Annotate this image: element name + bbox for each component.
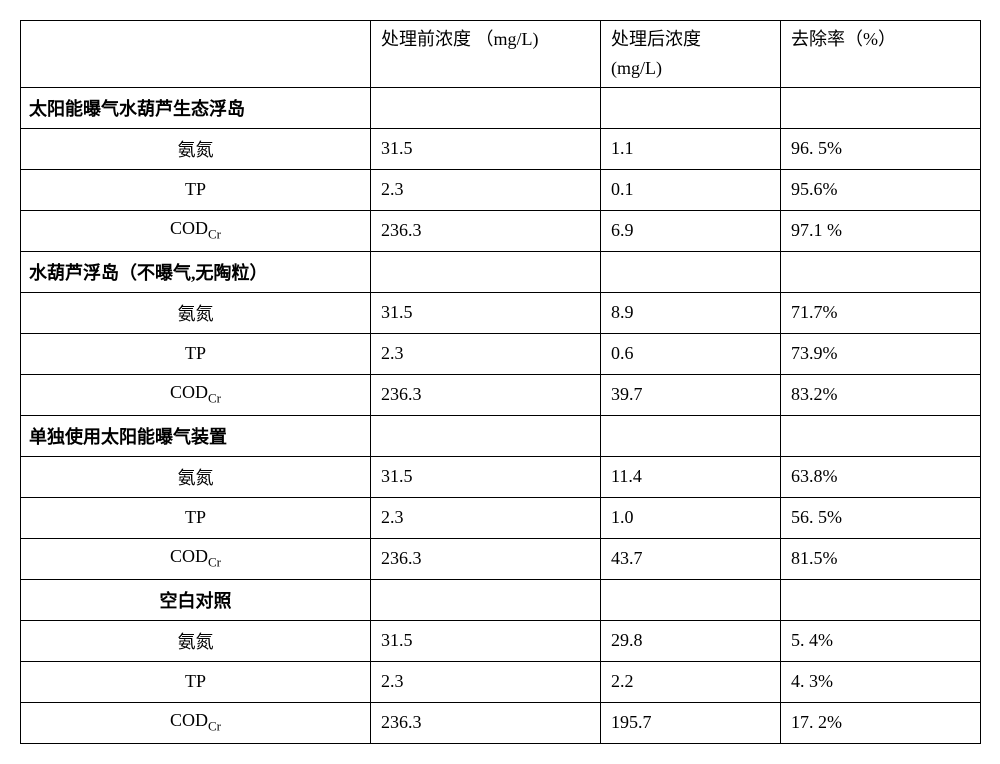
before-cell: 236.3: [371, 374, 601, 415]
header-rate: 去除率（%）: [781, 21, 981, 88]
after-cell: 195.7: [601, 702, 781, 743]
after-cell: 29.8: [601, 620, 781, 661]
before-cell: 236.3: [371, 538, 601, 579]
before-cell: 236.3: [371, 702, 601, 743]
table-row: TP2.30.195.6%: [21, 169, 981, 210]
section-header-row: 空白对照: [21, 579, 981, 620]
param-cell: 氨氮: [21, 620, 371, 661]
empty-cell: [601, 251, 781, 292]
empty-cell: [601, 87, 781, 128]
before-cell: 2.3: [371, 661, 601, 702]
after-cell: 8.9: [601, 292, 781, 333]
empty-cell: [371, 579, 601, 620]
before-cell: 31.5: [371, 292, 601, 333]
after-cell: 11.4: [601, 456, 781, 497]
after-cell: 2.2: [601, 661, 781, 702]
rate-cell: 83.2%: [781, 374, 981, 415]
table-row: 氨氮31.51.196. 5%: [21, 128, 981, 169]
header-before: 处理前浓度 （mg/L): [371, 21, 601, 88]
table-row: CODCr236.339.783.2%: [21, 374, 981, 415]
before-cell: 31.5: [371, 620, 601, 661]
param-cell: CODCr: [21, 538, 371, 579]
after-cell: 1.1: [601, 128, 781, 169]
before-cell: 31.5: [371, 128, 601, 169]
before-cell: 2.3: [371, 169, 601, 210]
rate-cell: 56. 5%: [781, 497, 981, 538]
empty-cell: [371, 251, 601, 292]
after-cell: 43.7: [601, 538, 781, 579]
empty-cell: [371, 415, 601, 456]
section-header-row: 水葫芦浮岛（不曝气,无陶粒）: [21, 251, 981, 292]
after-cell: 39.7: [601, 374, 781, 415]
param-cell: 氨氮: [21, 128, 371, 169]
param-cell: 氨氮: [21, 456, 371, 497]
header-param: [21, 21, 371, 88]
empty-cell: [781, 87, 981, 128]
param-cell: TP: [21, 497, 371, 538]
section-title: 空白对照: [21, 579, 371, 620]
param-cell: CODCr: [21, 374, 371, 415]
after-cell: 6.9: [601, 210, 781, 251]
empty-cell: [601, 415, 781, 456]
param-cell: TP: [21, 333, 371, 374]
table-row: 氨氮31.58.971.7%: [21, 292, 981, 333]
table-row: TP2.31.056. 5%: [21, 497, 981, 538]
section-title: 太阳能曝气水葫芦生态浮岛: [21, 87, 371, 128]
section-header-row: 单独使用太阳能曝气装置: [21, 415, 981, 456]
header-after-line1: 处理后浓度: [611, 29, 701, 49]
rate-cell: 73.9%: [781, 333, 981, 374]
table-row: TP2.30.673.9%: [21, 333, 981, 374]
table-row: CODCr236.36.997.1 %: [21, 210, 981, 251]
after-cell: 1.0: [601, 497, 781, 538]
table-body: 处理前浓度 （mg/L) 处理后浓度 (mg/L) 去除率（%） 太阳能曝气水葫…: [21, 21, 981, 744]
table-row: TP2.32.24. 3%: [21, 661, 981, 702]
section-header-row: 太阳能曝气水葫芦生态浮岛: [21, 87, 981, 128]
rate-cell: 96. 5%: [781, 128, 981, 169]
param-cell: 氨氮: [21, 292, 371, 333]
rate-cell: 17. 2%: [781, 702, 981, 743]
header-after: 处理后浓度 (mg/L): [601, 21, 781, 88]
empty-cell: [781, 251, 981, 292]
before-cell: 236.3: [371, 210, 601, 251]
param-cell: CODCr: [21, 702, 371, 743]
rate-cell: 71.7%: [781, 292, 981, 333]
rate-cell: 63.8%: [781, 456, 981, 497]
section-title: 水葫芦浮岛（不曝气,无陶粒）: [21, 251, 371, 292]
after-cell: 0.1: [601, 169, 781, 210]
rate-cell: 5. 4%: [781, 620, 981, 661]
rate-cell: 4. 3%: [781, 661, 981, 702]
empty-cell: [601, 579, 781, 620]
empty-cell: [781, 415, 981, 456]
section-title: 单独使用太阳能曝气装置: [21, 415, 371, 456]
empty-cell: [371, 87, 601, 128]
rate-cell: 95.6%: [781, 169, 981, 210]
after-cell: 0.6: [601, 333, 781, 374]
header-row: 处理前浓度 （mg/L) 处理后浓度 (mg/L) 去除率（%）: [21, 21, 981, 88]
before-cell: 2.3: [371, 497, 601, 538]
table-row: CODCr236.3195.717. 2%: [21, 702, 981, 743]
before-cell: 2.3: [371, 333, 601, 374]
before-cell: 31.5: [371, 456, 601, 497]
param-cell: TP: [21, 661, 371, 702]
param-cell: CODCr: [21, 210, 371, 251]
rate-cell: 97.1 %: [781, 210, 981, 251]
rate-cell: 81.5%: [781, 538, 981, 579]
table-row: CODCr236.343.781.5%: [21, 538, 981, 579]
empty-cell: [781, 579, 981, 620]
param-cell: TP: [21, 169, 371, 210]
table-row: 氨氮31.529.85. 4%: [21, 620, 981, 661]
treatment-data-table: 处理前浓度 （mg/L) 处理后浓度 (mg/L) 去除率（%） 太阳能曝气水葫…: [20, 20, 981, 744]
table-row: 氨氮31.511.463.8%: [21, 456, 981, 497]
header-after-line2: (mg/L): [611, 58, 662, 78]
